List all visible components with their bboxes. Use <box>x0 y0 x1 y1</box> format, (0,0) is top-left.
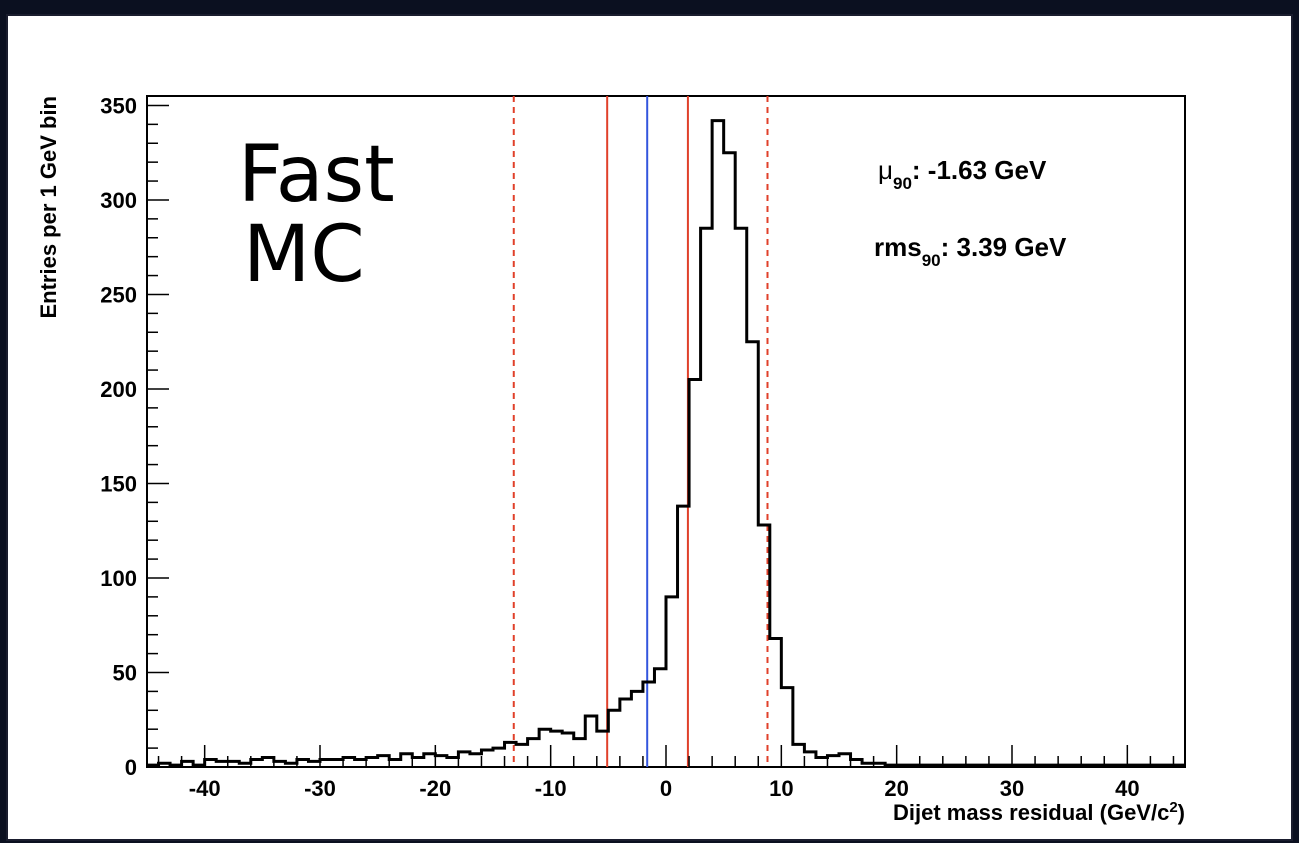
y-axis: 0 50 100 150 200 250 300 350 <box>100 93 169 780</box>
y-tick-label: 250 <box>100 282 137 307</box>
x-tick-label: -30 <box>304 776 336 801</box>
plot-canvas: -40 -30 -20 -10 0 10 20 30 40 0 50 100 150 200 250 300… <box>6 14 1293 841</box>
mu90-annotation: μ90: -1.63 GeV <box>878 155 1047 193</box>
x-tick-label: 10 <box>769 776 793 801</box>
y-tick-label: 50 <box>113 660 137 685</box>
x-axis: -40 -30 -20 -10 0 10 20 30 40 <box>157 745 1175 801</box>
vertical-lines <box>512 96 769 767</box>
y-axis-title: Entries per 1 GeV bin <box>36 96 61 319</box>
y-tick-label: 150 <box>100 471 137 496</box>
y-tick-label: 200 <box>100 377 137 402</box>
x-tick-label: -20 <box>419 776 451 801</box>
x-tick-label: 0 <box>660 776 672 801</box>
y-tick-label: 100 <box>100 566 137 591</box>
y-tick-label: 350 <box>100 93 137 118</box>
x-tick-label: 20 <box>884 776 908 801</box>
label-fast: Fast <box>238 130 395 220</box>
x-axis-title: Dijet mass residual (GeV/c2) <box>893 799 1185 826</box>
x-tick-label: -40 <box>189 776 221 801</box>
histogram-series <box>147 119 1185 767</box>
x-tick-label: -10 <box>535 776 567 801</box>
x-tick-label: 40 <box>1115 776 1139 801</box>
x-tick-label: 30 <box>1000 776 1024 801</box>
label-mc: MC <box>243 210 365 300</box>
rms90-annotation: rms90: 3.39 GeV <box>874 232 1067 270</box>
y-tick-label: 0 <box>125 755 137 780</box>
histogram-chart: -40 -30 -20 -10 0 10 20 30 40 0 50 100 150 200 250 300… <box>36 93 1186 826</box>
y-tick-label: 300 <box>100 188 137 213</box>
